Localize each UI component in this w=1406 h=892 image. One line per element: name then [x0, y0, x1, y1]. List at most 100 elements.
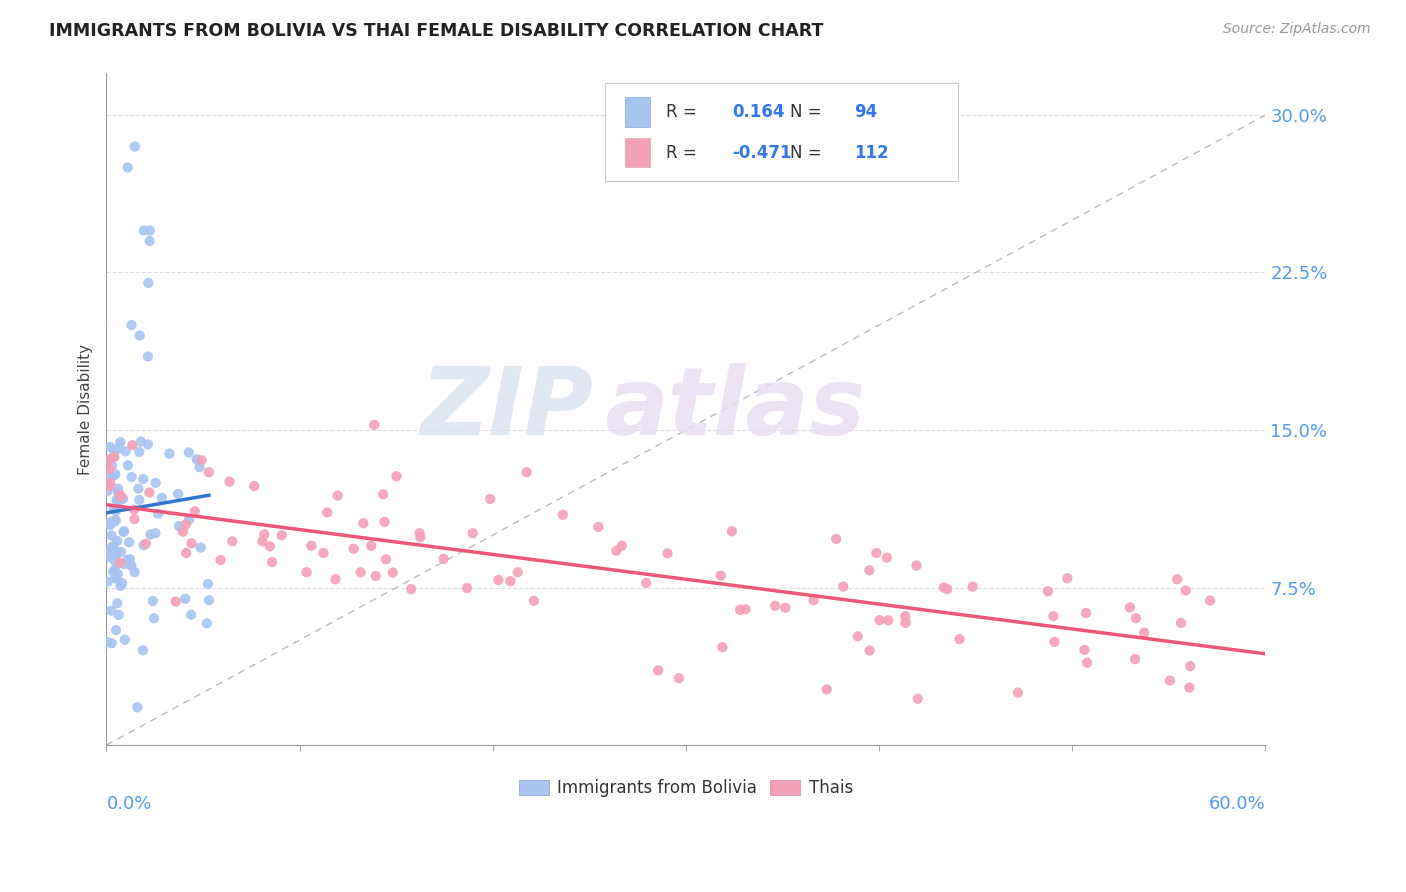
Point	[104, 467, 127, 482]
Point	[124, 512, 146, 526]
Point	[728, 603, 751, 617]
Point	[167, 519, 190, 533]
Point	[174, 591, 197, 606]
Point	[252, 534, 274, 549]
Point	[191, 453, 214, 467]
Point	[825, 532, 848, 546]
Point	[138, 234, 160, 248]
Point	[1076, 656, 1098, 670]
Point	[121, 318, 143, 332]
Point	[876, 550, 898, 565]
Point	[381, 566, 404, 580]
Point	[127, 482, 149, 496]
Point	[108, 488, 131, 502]
Point	[108, 556, 131, 570]
Point	[479, 491, 502, 506]
Point	[894, 609, 917, 624]
Point	[103, 468, 125, 483]
Point	[1123, 652, 1146, 666]
Point	[1007, 685, 1029, 699]
Point	[104, 563, 127, 577]
Point	[110, 490, 132, 504]
Point	[172, 524, 194, 539]
Point	[118, 552, 141, 566]
Point	[636, 575, 658, 590]
Point	[962, 580, 984, 594]
Point	[262, 555, 284, 569]
Point	[100, 515, 122, 529]
Text: -0.471: -0.471	[733, 144, 792, 161]
Point	[363, 417, 385, 432]
Point	[865, 546, 887, 560]
Point	[98, 479, 121, 493]
Point	[195, 616, 218, 631]
Point	[326, 489, 349, 503]
Point	[114, 632, 136, 647]
Point	[132, 472, 155, 486]
Point	[1125, 611, 1147, 625]
Point	[775, 600, 797, 615]
Text: N =: N =	[790, 144, 827, 161]
Point	[877, 613, 900, 627]
Point	[506, 565, 529, 579]
Point	[721, 524, 744, 539]
Point	[869, 613, 891, 627]
Point	[121, 470, 143, 484]
Point	[124, 139, 146, 153]
Text: Source: ZipAtlas.com: Source: ZipAtlas.com	[1223, 22, 1371, 37]
Point	[98, 440, 121, 454]
Point	[373, 515, 395, 529]
Point	[101, 540, 124, 554]
Point	[588, 520, 610, 534]
Point	[143, 611, 166, 625]
Point	[858, 563, 880, 577]
Point	[159, 447, 181, 461]
Point	[177, 445, 200, 459]
Point	[461, 526, 484, 541]
Point	[110, 435, 132, 450]
Point	[174, 546, 197, 560]
Point	[107, 482, 129, 496]
Point	[97, 453, 120, 467]
Point	[98, 518, 121, 533]
FancyBboxPatch shape	[624, 97, 650, 127]
Point	[350, 566, 373, 580]
Point	[114, 444, 136, 458]
Point	[105, 492, 128, 507]
Point	[110, 545, 132, 559]
Point	[253, 527, 276, 541]
Point	[1043, 635, 1066, 649]
Point	[209, 553, 232, 567]
FancyBboxPatch shape	[624, 138, 650, 168]
Point	[1170, 615, 1192, 630]
Point	[128, 493, 150, 508]
Point	[117, 161, 139, 175]
Point	[112, 524, 135, 539]
Point	[97, 550, 120, 565]
Point	[117, 458, 139, 473]
Point	[360, 539, 382, 553]
Point	[112, 524, 135, 539]
Text: atlas: atlas	[605, 363, 866, 455]
Point	[186, 452, 208, 467]
Point	[105, 533, 128, 548]
Point	[198, 465, 221, 479]
Point	[243, 479, 266, 493]
Point	[139, 527, 162, 541]
Point	[132, 643, 155, 657]
Text: R =: R =	[666, 103, 702, 120]
Point	[295, 566, 318, 580]
Point	[316, 506, 339, 520]
Point	[1133, 625, 1156, 640]
Point	[124, 565, 146, 579]
Point	[111, 576, 134, 591]
Point	[105, 546, 128, 560]
Point	[605, 543, 627, 558]
Point	[610, 539, 633, 553]
Point	[375, 552, 398, 566]
Point	[523, 594, 546, 608]
Point	[1042, 609, 1064, 624]
Point	[432, 552, 454, 566]
Point	[198, 593, 221, 607]
Point	[100, 636, 122, 650]
